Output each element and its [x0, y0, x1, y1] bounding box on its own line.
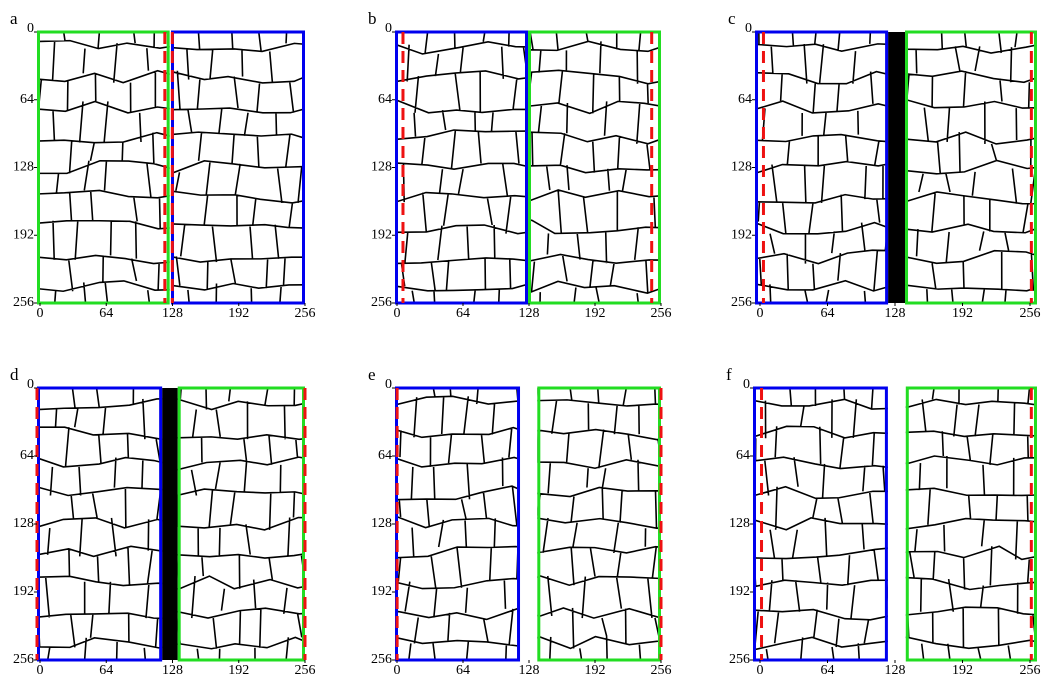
- x-tick-label: 128: [519, 663, 540, 678]
- x-tick-label: 256: [1020, 663, 1041, 678]
- y-tick-label: 256: [371, 652, 392, 667]
- y-tick-label: 192: [371, 584, 392, 599]
- y-tick-label: 0: [27, 377, 34, 392]
- y-tick-label: 128: [371, 516, 392, 531]
- y-tick-label: 64: [20, 448, 34, 463]
- y-tick-label: 128: [371, 160, 392, 175]
- y-tick-label: 192: [13, 584, 34, 599]
- y-tick-label: 256: [13, 652, 34, 667]
- x-tick-label: 256: [651, 663, 672, 678]
- y-tick-label: 192: [371, 227, 392, 242]
- x-tick-label: 128: [885, 306, 906, 321]
- green-box: [539, 388, 660, 660]
- x-tick-label: 192: [585, 663, 606, 678]
- y-tick-label: 128: [729, 516, 750, 531]
- x-tick-label: 128: [162, 663, 183, 678]
- y-tick-label: 256: [371, 295, 392, 310]
- y-tick-label: 256: [731, 295, 752, 310]
- x-tick-label: 192: [952, 663, 973, 678]
- y-tick-label: 64: [378, 448, 392, 463]
- x-tick-label: 64: [99, 306, 113, 321]
- x-tick-label: 192: [228, 663, 249, 678]
- y-tick-label: 256: [729, 652, 750, 667]
- x-tick-label: 64: [456, 663, 470, 678]
- y-tick-label: 192: [731, 227, 752, 242]
- figure: a064128192256064128192256b06412819225606…: [0, 0, 1043, 686]
- y-tick-label: 64: [738, 92, 752, 107]
- panel-label: d: [10, 365, 19, 384]
- panel-label: b: [368, 9, 377, 28]
- grain-boundaries: [866, 367, 1043, 686]
- x-tick-label: 192: [228, 306, 249, 321]
- x-tick-label: 256: [651, 306, 672, 321]
- x-tick-label: 0: [37, 306, 44, 321]
- y-tick-label: 128: [13, 160, 34, 175]
- green-box: [907, 388, 1035, 660]
- x-tick-label: 0: [37, 663, 44, 678]
- x-tick-label: 0: [757, 663, 764, 678]
- x-tick-label: 128: [885, 663, 906, 678]
- x-tick-label: 0: [757, 306, 764, 321]
- x-tick-label: 0: [394, 663, 401, 678]
- x-tick-label: 0: [394, 306, 401, 321]
- y-tick-label: 64: [20, 92, 34, 107]
- panel-label: c: [728, 9, 736, 28]
- y-tick-label: 128: [731, 160, 752, 175]
- x-tick-label: 64: [456, 306, 470, 321]
- y-tick-label: 0: [385, 21, 392, 36]
- y-tick-label: 256: [13, 295, 34, 310]
- black-bar: [162, 388, 178, 660]
- x-tick-label: 192: [952, 306, 973, 321]
- grain-boundaries: [500, 368, 721, 686]
- x-tick-label: 64: [99, 663, 113, 678]
- x-tick-label: 128: [162, 306, 183, 321]
- y-tick-label: 64: [736, 448, 750, 463]
- y-tick-label: 192: [13, 227, 34, 242]
- panel-label: a: [10, 9, 18, 28]
- y-tick-label: 0: [743, 377, 750, 392]
- x-tick-label: 64: [821, 306, 835, 321]
- black-bar: [888, 32, 905, 303]
- y-tick-label: 128: [13, 516, 34, 531]
- panel-label: f: [726, 365, 732, 384]
- x-tick-label: 256: [295, 306, 316, 321]
- y-tick-label: 0: [27, 21, 34, 36]
- x-tick-label: 256: [1020, 306, 1041, 321]
- x-tick-label: 192: [585, 306, 606, 321]
- y-tick-label: 64: [378, 92, 392, 107]
- x-tick-label: 256: [295, 663, 316, 678]
- y-tick-label: 0: [385, 377, 392, 392]
- panel-label: e: [368, 365, 376, 384]
- y-tick-label: 0: [745, 21, 752, 36]
- y-tick-label: 192: [729, 584, 750, 599]
- x-tick-label: 128: [519, 306, 540, 321]
- x-tick-label: 64: [821, 663, 835, 678]
